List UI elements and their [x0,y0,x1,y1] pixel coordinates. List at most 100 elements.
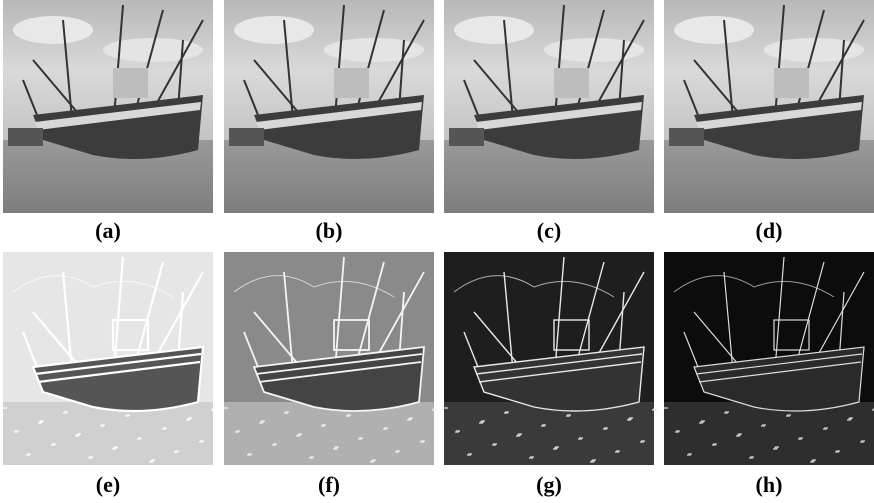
texture [247,454,251,456]
cloud [454,16,534,44]
texture [444,407,448,409]
texture [407,419,411,421]
edge-ground [664,402,874,465]
image-panel [3,0,213,213]
texture [309,457,313,459]
texture [370,461,374,463]
image-panel [444,0,654,213]
texture [699,422,703,424]
cloud [234,16,314,44]
texture [63,412,67,414]
texture [687,454,691,456]
texture [162,428,166,430]
texture [627,419,631,421]
texture [860,441,864,443]
texture [590,461,594,463]
image-panel [664,252,874,465]
texture [553,448,557,450]
texture [88,457,92,459]
texture [835,451,839,453]
edge-ground [3,402,213,465]
texture [566,415,570,417]
texture [810,461,814,463]
texture [333,448,337,450]
texture [38,422,42,424]
texture [75,435,79,437]
texture [26,454,30,456]
texture [773,448,777,450]
panel-caption: (h) [756,472,783,497]
texture [3,407,7,409]
texture [346,415,350,417]
texture [112,448,116,450]
cabin [554,68,589,98]
panel-caption: (e) [96,472,120,497]
small-boat [8,128,43,146]
image-panel [444,252,657,465]
panel-caption: (g) [536,472,562,497]
texture [321,425,325,427]
texture [383,428,387,430]
cloud [13,16,93,44]
texture [14,431,18,433]
small-boat [449,128,484,146]
texture [259,422,263,424]
cloud [674,16,754,44]
texture [420,441,424,443]
texture [749,457,753,459]
texture [224,407,228,409]
texture [640,441,644,443]
texture [675,431,679,433]
cabin [774,68,809,98]
texture [823,428,827,430]
texture [235,431,239,433]
texture [51,444,55,446]
texture [603,428,607,430]
texture [358,438,362,440]
cabin [113,68,148,98]
texture [492,444,496,446]
edge-ground [224,402,434,465]
texture [199,441,203,443]
texture [432,409,436,411]
texture [541,425,545,427]
panel-caption: (c) [537,218,561,243]
texture [467,454,471,456]
texture [736,435,740,437]
image-panel [664,0,874,213]
small-boat [669,128,704,146]
texture [529,457,533,459]
texture [395,451,399,453]
texture [272,444,276,446]
texture [798,438,802,440]
texture [284,412,288,414]
texture [847,419,851,421]
texture [296,435,300,437]
texture [786,415,790,417]
texture [186,419,190,421]
panel-caption: (f) [318,472,340,497]
texture [455,431,459,433]
texture [712,444,716,446]
texture [504,412,508,414]
texture [516,435,520,437]
edge-ground [444,402,654,465]
panel-caption: (a) [95,218,121,243]
texture [125,415,129,417]
small-boat [229,128,264,146]
texture [761,425,765,427]
texture [211,409,215,411]
texture [137,438,141,440]
texture [664,407,668,409]
texture [615,451,619,453]
figure: (a) (b) (c) (d) (e) (f) (g) (h) [0,0,874,503]
texture [479,422,483,424]
texture [100,425,104,427]
texture [578,438,582,440]
image-panel [224,252,437,465]
panel-caption: (b) [316,218,343,243]
texture [149,461,153,463]
texture [724,412,728,414]
texture [652,409,656,411]
panel-caption: (d) [756,218,783,243]
